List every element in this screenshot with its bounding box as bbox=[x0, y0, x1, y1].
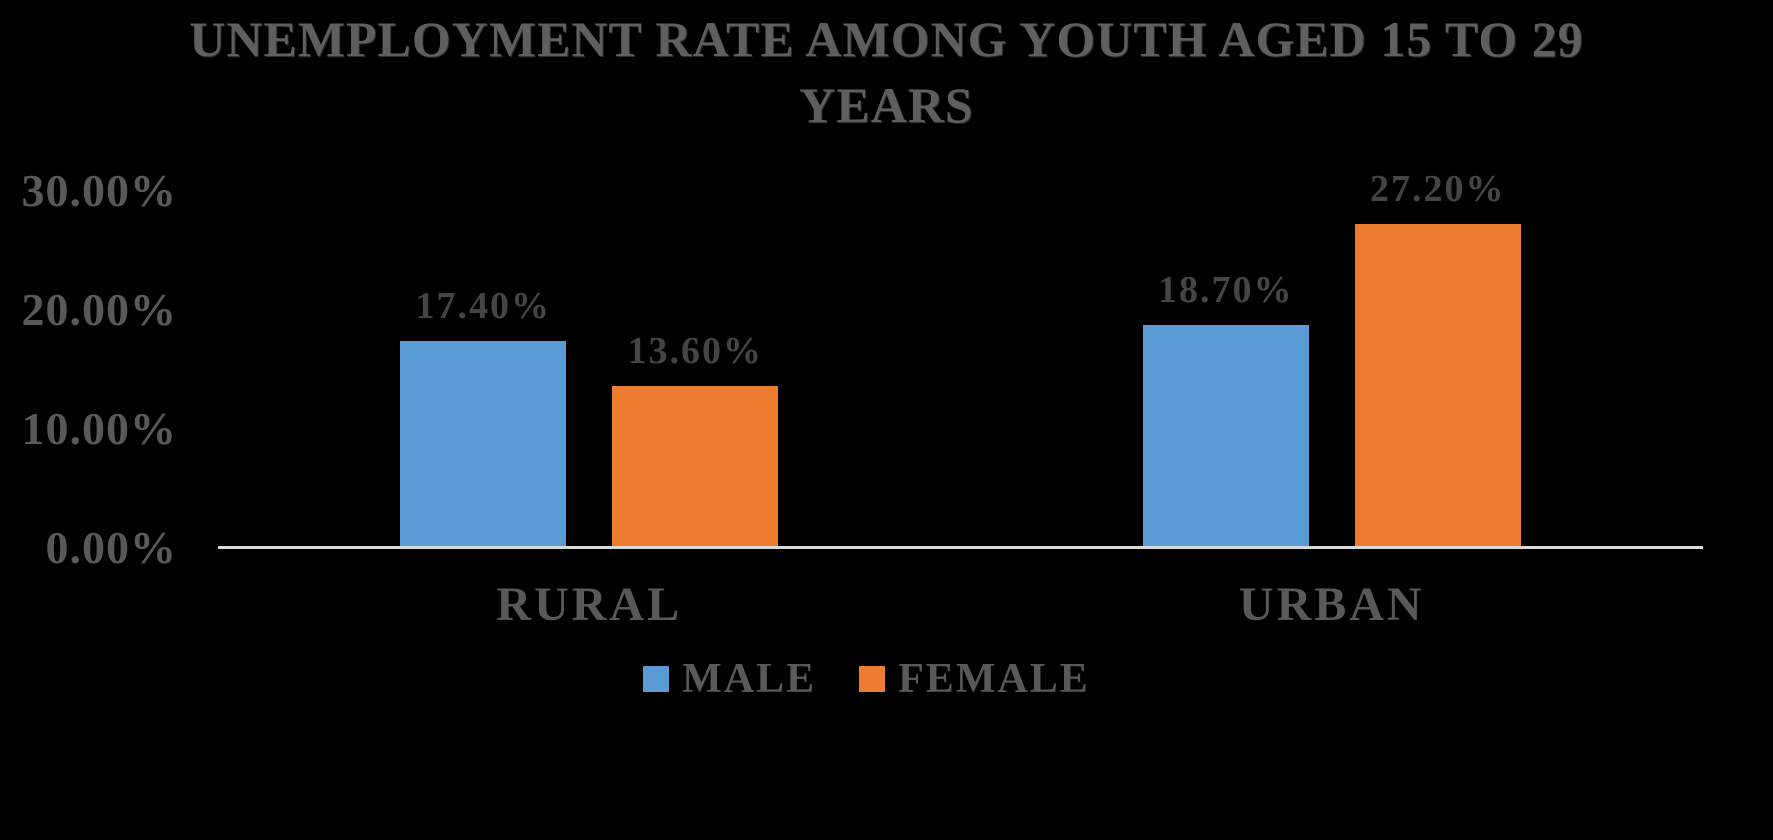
legend: MALE FEMALE bbox=[0, 658, 1733, 700]
bar-urban-male bbox=[1142, 325, 1309, 548]
x-category-label-urban: URBAN bbox=[1238, 578, 1425, 631]
bar-rural-male bbox=[400, 340, 567, 548]
legend-item-male: MALE bbox=[643, 658, 816, 700]
bar-rural-female bbox=[612, 386, 779, 548]
y-tick-label-10.00: 10.00% bbox=[21, 403, 177, 454]
chart-title-line-1: UNEMPLOYMENT RATE AMONG YOUTH AGED 15 TO… bbox=[189, 11, 1584, 67]
bar-urban-female bbox=[1354, 224, 1521, 548]
data-label-urban-male: 18.70% bbox=[1158, 269, 1294, 312]
x-axis-line bbox=[218, 546, 1703, 549]
data-label-rural-female: 13.60% bbox=[627, 330, 763, 373]
chart-title: UNEMPLOYMENT RATE AMONG YOUTH AGED 15 TO… bbox=[0, 6, 1773, 138]
data-label-rural-male: 17.40% bbox=[415, 284, 551, 327]
legend-swatch-male bbox=[643, 666, 670, 692]
y-tick-label-30.00: 30.00% bbox=[21, 165, 177, 216]
plot-area: 17.40% 13.60% 18.70% 27.20% bbox=[218, 0, 1703, 549]
y-tick-label-0.00: 0.00% bbox=[45, 522, 177, 573]
legend-swatch-female bbox=[859, 666, 886, 692]
legend-item-female: FEMALE bbox=[859, 658, 1090, 700]
legend-label-male: MALE bbox=[682, 656, 817, 702]
chart-title-line-2: YEARS bbox=[799, 77, 974, 133]
data-label-urban-female: 27.20% bbox=[1370, 168, 1506, 211]
x-category-label-rural: RURAL bbox=[496, 578, 683, 631]
y-tick-label-20.00: 20.00% bbox=[21, 284, 177, 335]
legend-label-female: FEMALE bbox=[898, 656, 1090, 702]
